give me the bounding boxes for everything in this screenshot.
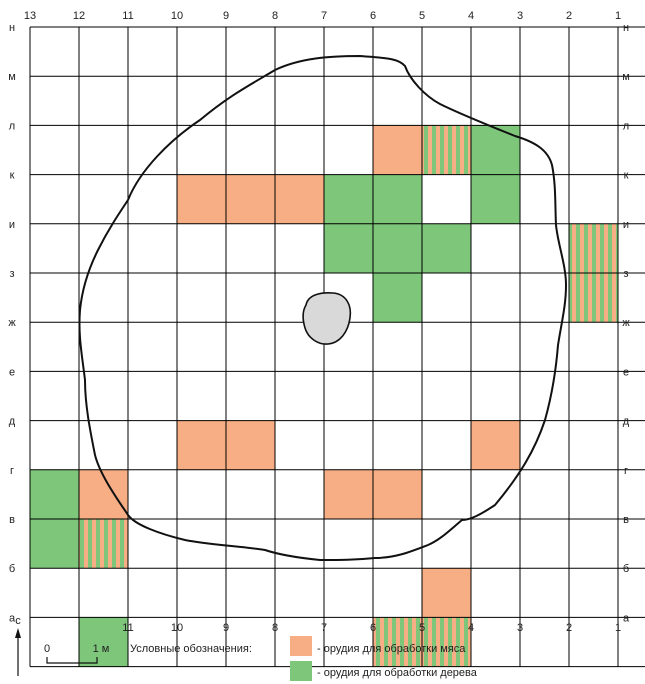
cell-meat-9-8: [226, 420, 275, 470]
cell-wood-7-3: [324, 174, 373, 224]
cell-mixed-5-2: [422, 125, 471, 175]
cell-meat-8-3: [275, 174, 324, 224]
left-row-label: г: [10, 465, 14, 477]
right-row-label: б: [623, 563, 629, 575]
right-row-label: н: [623, 22, 629, 34]
top-column-label: 7: [321, 10, 327, 22]
top-column-label: 10: [171, 10, 183, 22]
bottom-column-label: 8: [272, 622, 278, 634]
top-column-label: 4: [468, 10, 474, 22]
bottom-column-label: 3: [517, 622, 523, 634]
top-column-label: 3: [517, 10, 523, 22]
top-column-label: 12: [73, 10, 85, 22]
right-row-label: д: [623, 416, 630, 428]
cell-mixed-5-12: [422, 617, 471, 667]
legend-label-meat: - орудия для обработки мяса: [317, 643, 466, 655]
cell-meat-5-11: [422, 568, 471, 618]
legend-swatch-wood: [290, 661, 312, 681]
top-column-label: 5: [419, 10, 425, 22]
left-row-label: в: [9, 514, 15, 526]
top-column-label: 6: [370, 10, 376, 22]
cell-meat-9-3: [226, 174, 275, 224]
cell-wood-6-5: [373, 273, 422, 323]
right-row-label: ж: [622, 317, 630, 329]
north-arrow-head: [15, 628, 21, 638]
top-column-label: 1: [615, 10, 621, 22]
right-row-label: м: [622, 71, 630, 83]
cell-mixed-12-10: [79, 519, 128, 569]
bottom-column-label: 7: [321, 622, 327, 634]
right-row-label: г: [624, 465, 628, 477]
axis-labels: 13 12 11 10 9 8 7 6 5 4 3 2 111 10 9 8 7 6 5 4 3 2 1н нм мл лк ки и…: [8, 10, 630, 634]
top-column-label: 11: [122, 10, 133, 22]
scale-end-label: 1 м: [93, 643, 110, 655]
right-row-label: л: [623, 120, 629, 132]
cell-wood-6-4: [373, 223, 422, 273]
left-row-label: е: [9, 366, 15, 378]
bottom-column-label: 10: [171, 622, 183, 634]
hearth-stone: [302, 292, 352, 345]
right-row-label: в: [623, 514, 629, 526]
legend-title: Условные обозначения:: [130, 643, 252, 655]
cell-wood-13-9: [30, 469, 79, 519]
bottom-column-label: 2: [566, 622, 572, 634]
legend-label-wood: - орудия для обработки дерева: [317, 667, 478, 679]
bottom-column-label: 9: [223, 622, 229, 634]
top-column-label: 2: [566, 10, 572, 22]
cell-wood-13-10: [30, 519, 79, 569]
cell-wood-5-4: [422, 223, 471, 273]
cell-meat-10-3: [177, 174, 226, 224]
top-column-label: 13: [24, 10, 36, 22]
bottom-column-label: 4: [468, 622, 474, 634]
right-row-label: к: [624, 170, 629, 182]
grid-lines: [29, 26, 645, 668]
left-row-label: м: [8, 71, 16, 83]
left-row-label: н: [9, 22, 15, 34]
cell-wood-12-12: [79, 617, 128, 667]
bottom-column-label: 1: [615, 622, 621, 634]
cell-wood-4-3: [471, 174, 520, 224]
bottom-column-label: 5: [419, 622, 425, 634]
scale-bar: 0 1 м: [44, 643, 110, 664]
scale-bar-line: [46, 657, 98, 664]
north-label: с: [15, 615, 21, 627]
left-row-label: а: [9, 612, 16, 624]
scale-start-label: 0: [44, 643, 50, 655]
cells-layer: [30, 125, 618, 667]
left-row-label: и: [9, 219, 15, 231]
bottom-column-label: 11: [122, 622, 133, 634]
left-row-label: ж: [8, 317, 16, 329]
cell-mixed-2-5: [569, 273, 618, 323]
cell-meat-6-9: [373, 469, 422, 519]
right-row-label: и: [623, 219, 629, 231]
left-row-label: л: [9, 120, 15, 132]
left-row-label: з: [9, 268, 14, 280]
bottom-column-label: 6: [370, 622, 376, 634]
right-row-label: з: [623, 268, 628, 280]
left-row-label: к: [10, 170, 15, 182]
legend-swatch-meat: [290, 636, 312, 656]
pit-outline: [78, 54, 568, 562]
cell-meat-4-8: [471, 420, 520, 470]
right-row-label: е: [623, 366, 629, 378]
top-column-label: 8: [272, 10, 278, 22]
cell-meat-7-9: [324, 469, 373, 519]
left-row-label: д: [9, 416, 16, 428]
left-row-label: б: [9, 563, 15, 575]
cell-meat-6-2: [373, 125, 422, 175]
cell-mixed-6-12: [373, 617, 422, 667]
right-row-label: а: [623, 612, 630, 624]
cell-wood-6-3: [373, 174, 422, 224]
cell-meat-10-8: [177, 420, 226, 470]
legend: Условные обозначения: - орудия для обраб…: [130, 636, 478, 681]
top-column-label: 9: [223, 10, 229, 22]
north-arrow: с: [15, 615, 21, 676]
cell-mixed-2-4: [569, 223, 618, 273]
cell-wood-4-2: [471, 125, 520, 175]
cell-wood-7-4: [324, 223, 373, 273]
